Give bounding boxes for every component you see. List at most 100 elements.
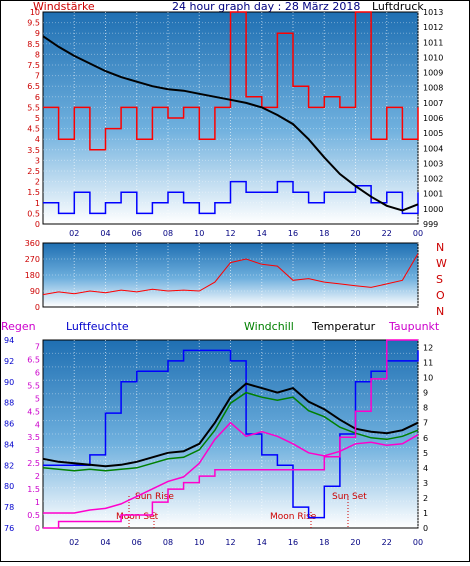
windchill-label: Windchill: [244, 320, 294, 333]
regen-tick-label: 3.5: [27, 433, 40, 442]
wind-gust-line: [43, 11, 419, 151]
dewpoint-line: [43, 421, 419, 514]
sun-set-label: Sun Set: [332, 492, 367, 502]
luftdruck-tick-label: 1000: [423, 205, 443, 214]
pressure-line: [42, 35, 419, 212]
windstaerke-tick-label: 3: [35, 156, 40, 165]
regen-label: Regen: [1, 320, 36, 333]
luftfeuchte-tick-label: 80: [4, 482, 14, 491]
temperature-tick-label: 11: [423, 359, 433, 368]
windstaerke-tick-label: 8: [35, 50, 40, 59]
time-tick-label-bottom: 22: [382, 538, 392, 547]
luftdruck-tick-label: 1007: [423, 99, 443, 108]
wind-direction-plot-area: [42, 242, 419, 308]
moon-rise-label: Moon Rise: [270, 512, 317, 522]
compass-label: S: [436, 273, 443, 286]
taupunkt-label: Taupunkt: [388, 320, 440, 333]
time-tick-label-bottom: 20: [350, 538, 360, 547]
luftdruck-tick-label: 1005: [423, 129, 443, 138]
compass-label: O: [436, 289, 445, 302]
temperatur-label: Temperatur: [311, 320, 376, 333]
temperature-tick-label: 12: [423, 344, 433, 353]
luftfeuchte-tick-label: 92: [4, 357, 14, 366]
luftfeuchte-tick-label: 88: [4, 399, 14, 408]
temperature-tick-label: 8: [423, 404, 428, 413]
regen-tick-label: 0.5: [27, 511, 40, 520]
time-tick-label: 20: [350, 229, 360, 238]
sun-moon-events: Sun Rise Sun Set Moon Set Moon Rise: [116, 492, 367, 528]
chart-title: 24 hour graph day : 28 März 2018: [172, 0, 360, 13]
windstaerke-tick-label: 6.5: [27, 82, 40, 91]
moon-set-label: Moon Set: [116, 512, 159, 522]
luftdruck-axis: 999 1000 1001 1002 1003 1004 1005 1006 1007 1008 1…: [423, 8, 443, 229]
temperature-tick-label: 1: [423, 509, 428, 518]
luftfeuchte-tick-label: 82: [4, 461, 14, 470]
direction-tick-label: 0: [35, 303, 40, 312]
regen-tick-label: 5.5: [27, 381, 40, 390]
wind-direction-grid: [43, 243, 419, 307]
regen-tick-label: 1.5: [27, 485, 40, 494]
luftfeuchte-axis: 76 78 80 82 84 86 88 90 92 94: [4, 336, 14, 533]
time-axis-bottom: 02 04 06 08 10 12 14 16 18 20 22 00: [69, 538, 423, 547]
luftdruck-tick-label: 1013: [423, 8, 443, 17]
windstaerke-axis: 0 0.51 1.52 2.5 33.5 44.5 5 5.56 6.57 7.5 88.5 99.5…: [27, 8, 40, 229]
compass-label: W: [436, 257, 447, 270]
windstaerke-label: Windstärke: [33, 0, 95, 13]
windstaerke-tick-label: 0.5: [27, 209, 40, 218]
regen-tick-label: 5: [35, 394, 40, 403]
luftdruck-tick-label: 999: [423, 220, 438, 229]
luftdruck-tick-label: 1003: [423, 159, 443, 168]
wind-pressure-series: [42, 11, 419, 215]
temperature-tick-label: 0: [423, 524, 428, 533]
time-tick-label: 14: [257, 229, 267, 238]
luftdruck-tick-label: 1010: [423, 53, 443, 62]
time-tick-label: 10: [194, 229, 204, 238]
regen-tick-label: 4.5: [27, 407, 40, 416]
temperature-tick-label: 10: [423, 374, 433, 383]
luftdruck-tick-label: 1001: [423, 190, 443, 199]
luftfeuchte-tick-label: 84: [4, 440, 14, 449]
luftfeuchte-tick-label: 86: [4, 420, 14, 429]
compass-label: N: [436, 241, 444, 254]
time-tick-label: 12: [225, 229, 235, 238]
luftdruck-tick-label: 1006: [423, 114, 443, 123]
regen-tick-label: 7: [35, 342, 40, 351]
time-tick-label-bottom: 18: [319, 538, 329, 547]
time-tick-label-bottom: 16: [288, 538, 298, 547]
windstaerke-tick-label: 6: [35, 93, 40, 102]
time-tick-label: 16: [288, 229, 298, 238]
luftdruck-tick-label: 1004: [423, 144, 443, 153]
humidity-line: [43, 349, 419, 519]
time-tick-label-bottom: 14: [257, 538, 267, 547]
time-tick-label-bottom: 10: [194, 538, 204, 547]
luftdruck-tick-label: 1009: [423, 69, 443, 78]
wind-direction-series: [42, 253, 419, 296]
luftdruck-tick-label: 1008: [423, 84, 443, 93]
windstaerke-tick-label: 8.5: [27, 40, 40, 49]
time-tick-label-bottom: 04: [100, 538, 110, 547]
direction-tick-label: 180: [25, 271, 40, 280]
time-tick-label: 18: [319, 229, 329, 238]
temperature-tick-label: 7: [423, 419, 428, 428]
luftfeuchte-tick-label: 76: [4, 524, 14, 533]
time-tick-label: 04: [100, 229, 110, 238]
regen-tick-label: 2.5: [27, 459, 40, 468]
windstaerke-tick-label: 10: [30, 8, 40, 17]
time-tick-label-bottom: 12: [225, 538, 235, 547]
regen-tick-label: 6.5: [27, 355, 40, 364]
windstaerke-tick-label: 4.5: [27, 125, 40, 134]
time-tick-label: 08: [163, 229, 173, 238]
regen-axis: 0 0.5 1 1.5 2 2.5 3 3.5 4 4.5 5 5.5 6 6.5 7: [27, 342, 40, 533]
regen-tick-label: 4: [35, 420, 40, 429]
windstaerke-tick-label: 2.5: [27, 167, 40, 176]
temperature-tick-label: 6: [423, 434, 428, 443]
temperature-tick-label: 2: [423, 494, 428, 503]
luftfeuchte-tick-label: 90: [4, 378, 14, 387]
luftdruck-label: Luftdruck: [372, 0, 424, 13]
wind-direction-axis: 0 90 180 270 360: [25, 239, 40, 312]
windstaerke-tick-label: 5.5: [27, 103, 40, 112]
